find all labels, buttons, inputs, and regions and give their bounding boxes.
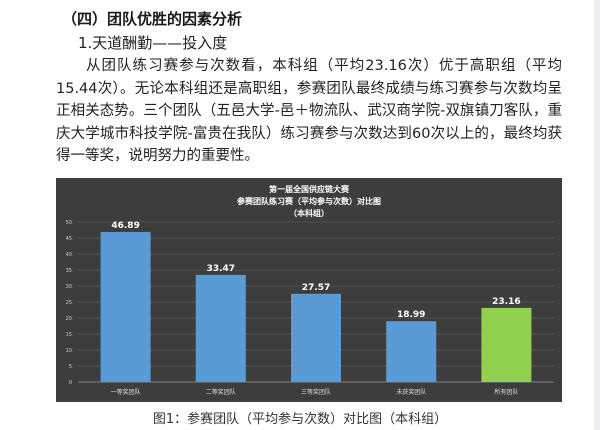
bar-chart-svg: 第一届全国供应链大赛 参赛团队练习赛（平均参与次数）对比图 （本科组） 0 5 10… (66, 184, 554, 396)
figure-caption: 图1：参赛团队（平均参与次数）对比图（本科组） (152, 412, 448, 427)
y-tick-label: 35 (66, 268, 72, 274)
x-tick-label: 未获奖团队 (396, 388, 426, 396)
bar-value-label: 46.89 (111, 221, 139, 231)
bar-value-label: 33.47 (207, 264, 235, 274)
bar-value-label: 18.99 (397, 310, 425, 320)
chart-bars (100, 231, 532, 382)
y-tick-label: 20 (66, 316, 72, 322)
bar (195, 274, 246, 382)
y-tick-label: 5 (69, 364, 72, 370)
y-tick-label: 45 (66, 236, 72, 242)
chart-subtitle-group: （本科组） (289, 208, 329, 218)
x-tick-label: 三等奖团队 (301, 388, 331, 396)
x-tick-label: 二等奖团队 (206, 388, 236, 396)
y-tick-label: 30 (66, 284, 72, 290)
bar-value-label: 23.16 (492, 297, 520, 307)
bar (291, 293, 341, 382)
chart-title: 第一届全国供应链大赛 (269, 184, 350, 194)
bar-chart: 第一届全国供应链大赛 参赛团队练习赛（平均参与次数）对比图 （本科组） 0 5 10… (56, 178, 562, 402)
section-heading: （四）团队优胜的因素分析 (62, 10, 243, 28)
y-tick-label: 10 (66, 348, 72, 354)
bar-value-label: 27.57 (302, 283, 330, 293)
y-tick-label: 40 (66, 252, 72, 258)
body-paragraph: 从团队练习赛参与次数看，本科组（平均23.16次）优于高职组（平均15.44次）… (56, 58, 562, 164)
y-tick-label: 50 (66, 220, 72, 226)
y-tick-label: 15 (66, 332, 72, 338)
y-tick-label: 25 (66, 300, 72, 306)
y-axis-ticks: 0 5 10 15 20 25 30 35 40 45 50 (66, 220, 72, 386)
subsection-heading: 1.天道酬勤——投入度 (78, 34, 228, 52)
scroll-edge (594, 0, 600, 430)
chart-subtitle: 参赛团队练习赛（平均参与次数）对比图 (236, 196, 381, 206)
x-axis-ticks: 一等奖团队 二等奖团队 三等奖团队 未获奖团队 所有团队 (111, 388, 519, 396)
chart-data-labels: 46.89 33.47 27.57 18.99 23.16 (111, 221, 520, 320)
bar (100, 231, 151, 382)
bar (481, 307, 532, 382)
bar (386, 321, 437, 382)
y-tick-label: 0 (69, 380, 72, 386)
x-tick-label: 所有团队 (494, 388, 518, 396)
x-tick-label: 一等奖团队 (111, 388, 141, 396)
